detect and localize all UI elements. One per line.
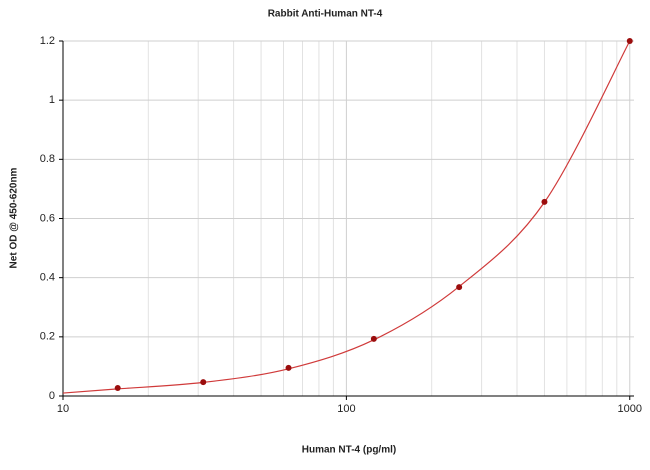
y-axis-label: Net OD @ 450-620nm (9, 167, 20, 268)
data-point (370, 335, 377, 342)
y-tick-label: 0.2 (40, 331, 55, 343)
y-tick-label: 0.6 (40, 212, 55, 224)
y-tick-label: 1.2 (40, 35, 55, 47)
y-tick-label: 1 (49, 94, 55, 106)
data-point (200, 379, 207, 386)
x-tick-label: 100 (337, 403, 355, 415)
data-point (626, 38, 633, 44)
y-tick-label: 0.8 (40, 153, 55, 165)
y-tick-label: 0 (49, 390, 55, 402)
data-point (114, 385, 121, 392)
chart-title: Rabbit Anti-Human NT-4 (268, 9, 383, 20)
x-tick-label: 10 (57, 403, 69, 415)
data-point (285, 364, 292, 371)
x-tick-label: 1000 (618, 403, 642, 415)
y-tick-label: 0.4 (40, 272, 55, 284)
x-axis-label: Human NT-4 (pg/ml) (302, 445, 396, 456)
data-point (541, 198, 548, 205)
data-point (456, 284, 463, 291)
